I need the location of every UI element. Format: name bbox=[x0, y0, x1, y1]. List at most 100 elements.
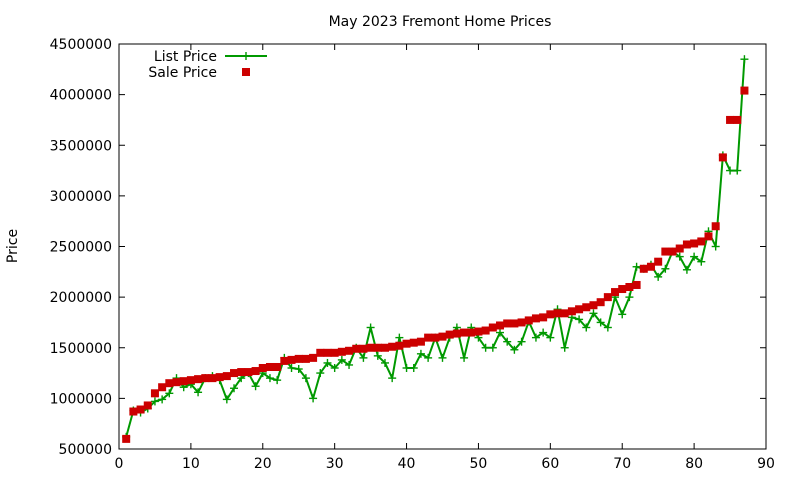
sale-price-point bbox=[172, 378, 181, 387]
sale-price-point bbox=[733, 115, 742, 124]
sale-price-point bbox=[431, 333, 440, 342]
list-price-point bbox=[424, 353, 433, 362]
sale-price-point bbox=[740, 86, 749, 95]
x-tick-label: 90 bbox=[757, 456, 775, 472]
sale-price-point bbox=[646, 262, 655, 271]
sale-price-point bbox=[294, 354, 303, 363]
sale-price-point bbox=[596, 298, 605, 307]
sale-price-point bbox=[438, 332, 447, 341]
list-price-point bbox=[682, 265, 691, 274]
list-price-point bbox=[517, 337, 526, 346]
x-tick-label: 50 bbox=[470, 456, 488, 472]
sale-price-point bbox=[726, 115, 735, 124]
list-price-point bbox=[539, 328, 548, 337]
list-price-point bbox=[510, 345, 519, 354]
list-price-point bbox=[711, 242, 720, 251]
sale-price-point bbox=[388, 342, 397, 351]
list-price-point bbox=[409, 364, 418, 372]
sale-price-point bbox=[395, 341, 404, 350]
y-tick-label: 2500000 bbox=[50, 240, 112, 256]
list-price-point bbox=[359, 353, 368, 362]
sale-price-point bbox=[150, 389, 159, 398]
sale-price-point bbox=[582, 303, 591, 312]
list-price-point bbox=[402, 364, 411, 372]
sale-price-point bbox=[611, 288, 620, 297]
sale-price-point bbox=[215, 373, 224, 382]
x-tick-label: 20 bbox=[254, 456, 272, 472]
list-price-point bbox=[596, 318, 605, 327]
sale-price-point bbox=[632, 280, 641, 289]
list-price-point bbox=[194, 388, 203, 397]
sale-price-point bbox=[575, 305, 584, 314]
list-price-point bbox=[503, 337, 512, 346]
list-price-point bbox=[416, 349, 425, 358]
sale-price-point bbox=[237, 368, 246, 377]
y-tick-label: 1000000 bbox=[50, 391, 112, 407]
sale-price-point bbox=[467, 328, 476, 337]
axis-layer: 0 10 20 30 40 50 60 70 80 90 500000 1000000 1500000 2… bbox=[50, 37, 775, 472]
list-price-point bbox=[251, 382, 260, 391]
list-price-point bbox=[330, 364, 339, 372]
sale-price-point bbox=[546, 310, 555, 319]
sale-price-point bbox=[244, 368, 253, 377]
sale-price-point bbox=[424, 333, 433, 342]
sale-price-point bbox=[531, 314, 540, 323]
x-tick-label: 70 bbox=[613, 456, 631, 472]
sale-price-point bbox=[496, 321, 505, 330]
list-price-point bbox=[323, 358, 332, 367]
list-price-point bbox=[697, 257, 706, 266]
x-tick-label: 30 bbox=[326, 456, 344, 472]
list-price-point bbox=[661, 264, 670, 273]
list-price-point bbox=[309, 394, 318, 403]
list-price-point bbox=[625, 293, 634, 302]
sale-price-point bbox=[510, 319, 519, 328]
sale-price-point bbox=[258, 364, 267, 372]
sale-price-point bbox=[222, 372, 231, 381]
sale-price-point bbox=[639, 264, 648, 273]
sale-price-point bbox=[682, 240, 691, 249]
y-tick-label: 4000000 bbox=[50, 88, 112, 104]
legend-label: Sale Price bbox=[148, 65, 217, 81]
sale-price-point bbox=[718, 153, 727, 162]
sale-price-point bbox=[309, 353, 318, 362]
sale-price-point bbox=[179, 377, 188, 386]
x-tick-label: 0 bbox=[115, 456, 124, 472]
list-price-point bbox=[158, 395, 167, 404]
sale-price-point bbox=[503, 319, 512, 328]
sale-price-point bbox=[625, 283, 634, 291]
list-price-point bbox=[316, 369, 325, 378]
sale-price-point bbox=[280, 356, 289, 365]
list-price-point bbox=[481, 343, 490, 352]
sale-price-point bbox=[567, 307, 576, 316]
sale-price-point bbox=[618, 285, 627, 294]
sale-price-point bbox=[675, 244, 684, 253]
list-price-point bbox=[337, 355, 346, 364]
list-price-point bbox=[733, 166, 742, 175]
sale-price-point bbox=[488, 323, 497, 332]
sale-price-point bbox=[366, 343, 375, 352]
sale-price-point bbox=[359, 344, 368, 353]
list-price-point bbox=[165, 389, 174, 398]
list-price-point bbox=[380, 358, 389, 367]
list-price-point bbox=[301, 374, 310, 383]
legend-marker-square bbox=[242, 68, 250, 76]
y-axis-label: Price bbox=[5, 229, 21, 263]
sale-price-point bbox=[136, 405, 145, 414]
sale-price-point bbox=[251, 367, 260, 376]
list-price-point bbox=[675, 252, 684, 261]
series-list-price bbox=[122, 55, 749, 441]
sale-price-point bbox=[208, 374, 217, 383]
sale-price-point bbox=[230, 369, 239, 378]
sale-price-point bbox=[402, 339, 411, 348]
sale-price-point bbox=[345, 346, 354, 355]
x-tick-label: 80 bbox=[685, 456, 703, 472]
list-price-point bbox=[222, 395, 231, 404]
list-price-point bbox=[265, 374, 274, 383]
list-price-point bbox=[373, 351, 382, 360]
sale-price-point bbox=[460, 328, 469, 337]
list-price-point bbox=[740, 55, 749, 64]
sale-price-point bbox=[711, 222, 720, 231]
list-price-point bbox=[273, 376, 282, 385]
